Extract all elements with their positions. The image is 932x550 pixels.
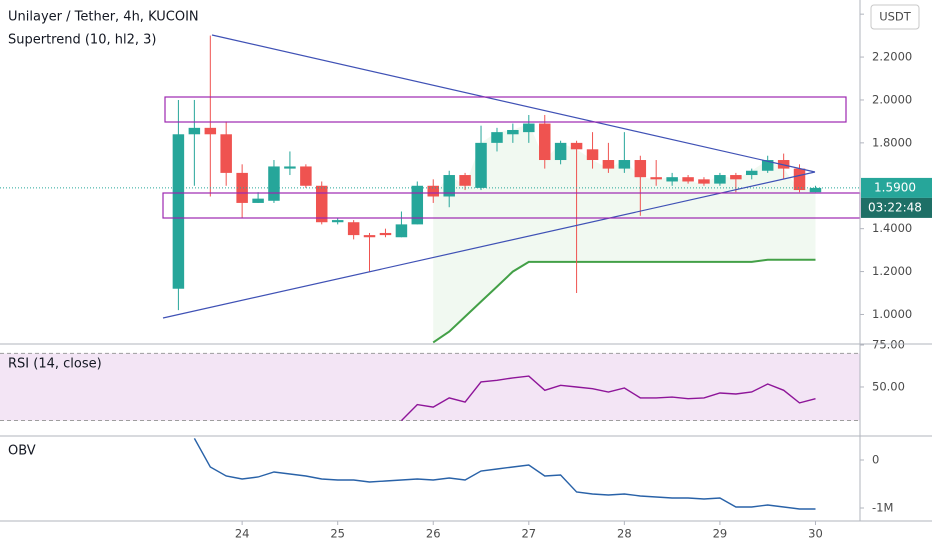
candle-body: [809, 187, 822, 193]
y-tick-label: 2.2000: [872, 50, 912, 64]
currency-label[interactable]: USDT: [879, 10, 912, 24]
candle-body: [523, 123, 535, 133]
rsi-band: [0, 353, 860, 421]
indicator-legend: Supertrend (10, hl2, 3): [8, 33, 156, 48]
candle-body: [300, 166, 312, 186]
trend-line: [211, 34, 816, 173]
indicator-line: [193, 438, 816, 510]
price-badge-label: 1.5900: [874, 180, 916, 194]
candle-body: [172, 134, 185, 289]
candle-body: [411, 185, 424, 225]
countdown-label: 03:22:48: [868, 200, 922, 214]
chart-title: Unilayer / Tether, 4h, KUCOIN: [8, 10, 199, 25]
y-tick-label: 50.00: [872, 379, 905, 393]
candle-body: [475, 142, 487, 188]
candle-body: [698, 179, 710, 184]
y-tick-label: 1.4000: [872, 221, 912, 235]
candle-body: [443, 175, 455, 197]
plot-layer: 1.00001.20001.40001.80002.00002.20002242…: [0, 7, 932, 541]
candle-body: [268, 166, 280, 201]
candle-body: [554, 142, 567, 161]
y-tick-label: 1.0000: [872, 307, 912, 321]
candle-body: [363, 235, 376, 238]
candle-body: [539, 123, 551, 161]
candle-body: [602, 160, 615, 169]
candle-body: [252, 198, 264, 203]
candle-body: [427, 185, 439, 197]
candle-body: [730, 175, 742, 180]
y-tick-label: 2.0000: [872, 92, 912, 106]
x-tick-label: 26: [426, 527, 441, 541]
obv-title: OBV: [8, 444, 36, 459]
candle-body: [682, 177, 694, 182]
zone-rectangle: [164, 96, 847, 123]
candle-body: [379, 232, 392, 236]
candle-body: [745, 170, 758, 176]
candle-body: [331, 220, 344, 223]
candle-body: [650, 177, 662, 180]
y-tick-label: 1.8000: [872, 135, 912, 149]
candle-body: [634, 160, 647, 178]
x-tick-label: 27: [521, 527, 536, 541]
x-tick-label: 28: [617, 527, 632, 541]
candle-body: [586, 149, 599, 161]
price-badge: [861, 177, 932, 198]
candle-body: [188, 127, 201, 135]
countdown-badge: [861, 197, 932, 218]
y-tick-label: 1.2000: [872, 264, 912, 278]
candle-body: [395, 224, 408, 238]
candle-body: [459, 175, 471, 186]
candle-body: [666, 177, 678, 182]
x-tick-label: 29: [713, 527, 728, 541]
indicator-line: [432, 258, 816, 344]
candle-body: [347, 222, 360, 236]
candle-body: [714, 175, 726, 184]
y-tick-label: 0: [872, 452, 879, 466]
candle-body: [507, 129, 519, 135]
candle-body: [793, 168, 806, 191]
x-tick-label: 24: [235, 527, 250, 541]
candle-body: [220, 134, 232, 173]
x-tick-label: 25: [330, 527, 345, 541]
trend-line: [162, 171, 816, 319]
indicator-line: [400, 375, 816, 422]
candle-body: [284, 166, 296, 169]
candle-body: [204, 127, 217, 135]
candle-body: [236, 172, 248, 203]
candle-body: [315, 185, 328, 223]
candle-body: [761, 160, 774, 171]
y-tick-label: -1M: [872, 500, 893, 514]
currency-box[interactable]: [870, 4, 920, 30]
rsi-title: RSI (14, close): [8, 357, 102, 372]
candle-body: [491, 132, 503, 143]
candle-body: [570, 142, 583, 150]
x-tick-label: 30: [808, 527, 823, 541]
candle-body: [618, 160, 631, 169]
